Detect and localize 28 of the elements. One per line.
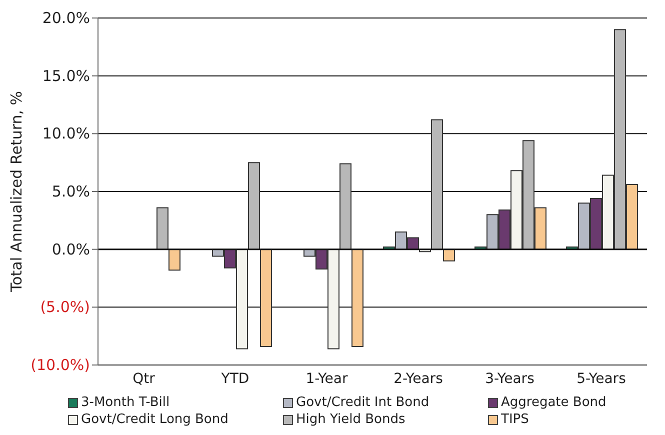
legend-label: High Yield Bonds <box>296 412 406 427</box>
legend-label: Aggregate Bond <box>501 395 606 410</box>
legend-label: 3-Month T-Bill <box>81 395 170 410</box>
bar <box>248 162 260 250</box>
bar <box>351 248 364 347</box>
bar <box>168 248 180 271</box>
y-tick-label: 5.0% <box>52 182 90 200</box>
y-tick-label: 0.0% <box>52 240 90 258</box>
y-tick-label: 20.0% <box>42 9 90 27</box>
legend-label: TIPS <box>501 412 529 427</box>
bar <box>442 248 455 262</box>
bar <box>339 163 352 250</box>
y-tick-label: (5.0%) <box>40 298 90 316</box>
y-tick-label: 15.0% <box>42 66 90 85</box>
bar <box>156 207 168 250</box>
x-tick-label: Qtr <box>132 370 156 387</box>
x-tick-label: 2-Years <box>394 370 443 387</box>
bar <box>430 119 443 250</box>
legend-label: Govt/Credit Long Bond <box>81 412 228 427</box>
bar <box>260 248 272 347</box>
x-tick-label: 1-Year <box>306 370 348 387</box>
y-tick-label: (10.0%) <box>30 356 90 374</box>
x-tick-label: 3-Years <box>485 370 534 387</box>
x-tick-label: YTD <box>220 370 250 387</box>
legend-label: Govt/Credit Int Bond <box>296 395 430 410</box>
y-axis-title: Total Annualized Return, % <box>7 90 26 294</box>
y-tick-label: 10.0% <box>42 124 90 143</box>
x-tick-label: 5-Years <box>576 370 626 387</box>
